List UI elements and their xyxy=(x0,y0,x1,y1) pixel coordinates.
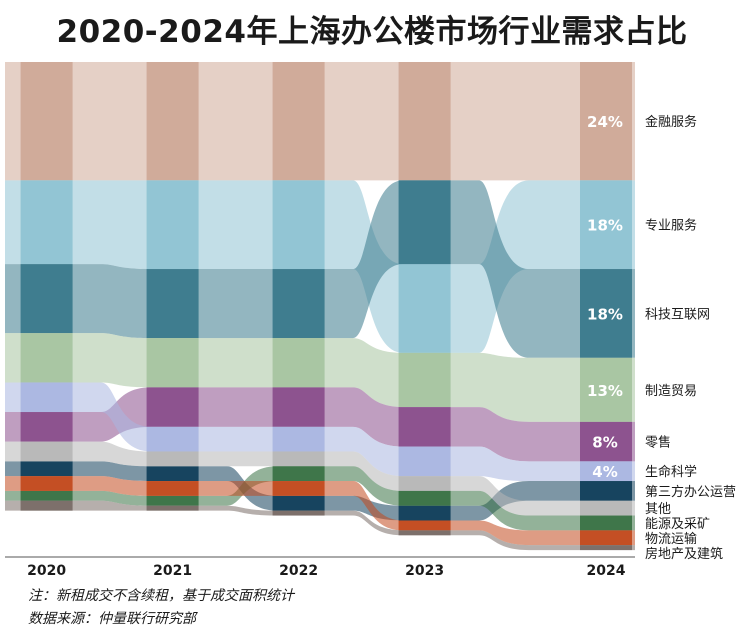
x-axis: 2020 2021 2022 2023 2024 xyxy=(5,556,635,579)
bar-manufacturing-trade-2021 xyxy=(146,338,199,388)
bar-tech-internet-2020 xyxy=(20,264,73,334)
bar-life-science-2021 xyxy=(146,426,199,452)
bar-others-2024 xyxy=(580,500,632,516)
x-tick-2022: 2022 xyxy=(279,563,318,579)
legend-finance: 金融服务 xyxy=(645,114,697,130)
bar-professional-services-2023 xyxy=(398,264,451,353)
bar-retail-2022 xyxy=(272,387,325,427)
bar-finance-2020 xyxy=(20,62,73,181)
bar-manufacturing-trade-2022 xyxy=(272,338,325,388)
value-labels: 24% 18% 18% 13% 8% 4% xyxy=(587,113,623,481)
bar-tech-internet-2023 xyxy=(398,180,451,265)
bar-real-estate-construction-2024 xyxy=(580,545,632,551)
bar-retail-2020 xyxy=(20,412,73,442)
legend-logistics: 物流运输 xyxy=(645,531,697,547)
bar-flex-office-operators-2024 xyxy=(580,481,632,501)
bar-logistics-2022 xyxy=(272,481,325,496)
x-tick-2021: 2021 xyxy=(153,563,192,579)
bar-life-science-2023 xyxy=(398,446,451,477)
bar-real-estate-construction-2021 xyxy=(146,505,199,511)
bar-manufacturing-trade-2023 xyxy=(398,352,451,408)
x-tick-2020: 2020 xyxy=(27,563,66,579)
footnote: 注：新租成交不含续租，基于成交面积统计 xyxy=(28,588,294,604)
bar-logistics-2021 xyxy=(146,481,199,496)
value-label-finance: 24% xyxy=(587,113,623,131)
bar-logistics-2020 xyxy=(20,476,73,491)
bar-finance-2023 xyxy=(398,62,451,181)
bar-logistics-2024 xyxy=(580,530,632,546)
bar-energy-mining-2023 xyxy=(398,490,451,506)
legend-real-estate-construction: 房地产及建筑 xyxy=(645,546,723,562)
value-label-tech-internet: 18% xyxy=(587,305,623,323)
bar-finance-2024 xyxy=(580,62,632,181)
bar-energy-mining-2021 xyxy=(146,495,199,506)
legend-professional-services: 专业服务 xyxy=(645,218,697,234)
bar-professional-services-2021 xyxy=(146,180,199,270)
legend-flex-office-operators: 第三方办公运营 xyxy=(645,484,736,500)
bar-finance-2022 xyxy=(272,62,325,181)
source-note: 数据来源：仲量联行研究部 xyxy=(28,611,196,627)
bar-real-estate-construction-2023 xyxy=(398,530,451,536)
bar-retail-2023 xyxy=(398,407,451,447)
legend-energy-mining: 能源及采矿 xyxy=(645,517,710,532)
value-label-retail: 8% xyxy=(592,434,617,452)
bar-life-science-2022 xyxy=(272,426,325,452)
bar-energy-mining-2022 xyxy=(272,466,325,482)
bar-manufacturing-trade-2024 xyxy=(580,357,632,422)
bar-professional-services-2022 xyxy=(272,180,325,270)
bar-flex-office-operators-2023 xyxy=(398,505,451,521)
chart-title: 2020-2024年上海办公楼市场行业需求占比 xyxy=(56,14,688,50)
bar-professional-services-2024 xyxy=(580,180,632,270)
bar-others-2021 xyxy=(146,451,199,467)
bar-others-2023 xyxy=(398,476,451,491)
bar-life-science-2024 xyxy=(580,461,632,482)
value-label-life-science: 4% xyxy=(592,463,617,481)
bar-real-estate-construction-2020 xyxy=(20,500,73,511)
bar-logistics-2023 xyxy=(398,520,451,531)
legend-life-science: 生命科学 xyxy=(645,464,697,480)
bar-real-estate-construction-2022 xyxy=(272,510,325,516)
legend-manufacturing-trade: 制造贸易 xyxy=(645,384,697,399)
bar-finance-2021 xyxy=(146,62,199,181)
bar-flex-office-operators-2021 xyxy=(146,466,199,482)
bar-retail-2024 xyxy=(580,421,632,462)
bar-tech-internet-2021 xyxy=(146,269,199,339)
year-column-stripes xyxy=(20,62,632,551)
value-label-manufacturing-trade: 13% xyxy=(587,382,623,400)
x-tick-2024: 2024 xyxy=(587,563,626,579)
bar-professional-services-2020 xyxy=(20,180,73,265)
bar-tech-internet-2024 xyxy=(580,269,632,358)
bar-flex-office-operators-2020 xyxy=(20,461,73,477)
bar-life-science-2020 xyxy=(20,382,73,413)
bar-retail-2021 xyxy=(146,387,199,427)
bar-others-2020 xyxy=(20,441,73,462)
legend: 金融服务专业服务科技互联网制造贸易零售生命科学第三方办公运营其他能源及采矿物流运… xyxy=(645,114,736,562)
bar-energy-mining-2024 xyxy=(580,515,632,531)
legend-tech-internet: 科技互联网 xyxy=(645,307,710,322)
bar-energy-mining-2020 xyxy=(20,490,73,501)
bar-others-2022 xyxy=(272,451,325,467)
legend-retail: 零售 xyxy=(645,435,671,451)
bar-tech-internet-2022 xyxy=(272,269,325,339)
bar-manufacturing-trade-2020 xyxy=(20,333,73,383)
bar-flex-office-operators-2022 xyxy=(272,495,325,511)
value-label-professional-services: 18% xyxy=(587,217,623,235)
legend-others: 其他 xyxy=(645,502,671,517)
x-tick-2023: 2023 xyxy=(405,563,444,579)
